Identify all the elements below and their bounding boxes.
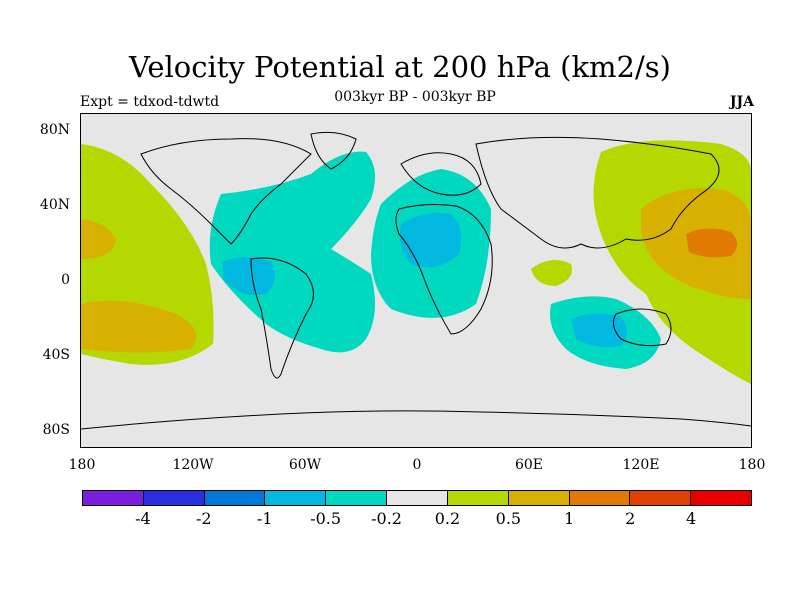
lat-label-40s: 40S [42, 347, 70, 363]
lon-label-60w: 60W [288, 457, 322, 473]
contour-amer-05 [223, 257, 275, 295]
contour-india-05 [531, 260, 572, 286]
map-panel [80, 113, 752, 448]
coast-australia [612, 308, 672, 347]
coast-asia [475, 136, 720, 249]
colorbar-tick-label: 0.5 [495, 509, 522, 528]
contour-epac-1b [81, 300, 196, 353]
coast-north-america [140, 138, 312, 245]
lon-label-0: 0 [412, 457, 422, 473]
colorbar [82, 490, 752, 506]
colorbar-tick-label: -4 [135, 509, 151, 528]
colorbar-cell [265, 491, 327, 505]
colorbar-cell [387, 491, 448, 505]
colorbar-tick-label: -0.5 [310, 509, 342, 528]
coast-antarctica [81, 410, 751, 430]
lon-label-120e: 120E [622, 457, 660, 473]
contour-epac-1a [81, 219, 116, 259]
chart-title: Velocity Potential at 200 hPa (km2/s) [129, 50, 671, 84]
lon-label-60e: 60E [514, 457, 544, 473]
colorbar-cell [204, 491, 266, 505]
colorbar-tick-label: -2 [196, 509, 212, 528]
colorbar-tick-label: -1 [256, 509, 273, 528]
experiment-label: Expt = tdxod-tdwtd [80, 94, 220, 110]
colorbar-cell [630, 491, 692, 505]
lat-label-80s: 80S [42, 422, 70, 438]
lat-label-40n: 40N [39, 197, 70, 213]
colorbar-tick-label: 0.2 [434, 509, 461, 528]
contour-fill-layer [81, 140, 751, 384]
colorbar-cell [143, 491, 205, 505]
chart-subtitle: 003kyr BP - 003kyr BP [334, 89, 496, 105]
contour-afr-05 [399, 212, 462, 268]
lon-label-120w: 120W [172, 457, 214, 473]
colorbar-tick-label: 1 [564, 509, 575, 528]
colorbar-tick-label: -0.2 [371, 509, 402, 528]
lon-label-180w: 180 [68, 457, 96, 473]
coast-south-america [250, 257, 314, 379]
contour-amer-02 [209, 151, 375, 353]
colorbar-cell [569, 491, 631, 505]
colorbar-tick-label: 4 [685, 509, 697, 528]
coast-africa [395, 204, 493, 335]
coast-greenland [310, 131, 357, 170]
colorbar-cell [691, 491, 751, 505]
colorbar-tick-label: 2 [625, 509, 636, 528]
colorbar-cell [326, 491, 388, 505]
map-svg [81, 131, 751, 430]
colorbar-cell [83, 491, 144, 505]
colorbar-cell [508, 491, 570, 505]
lon-label-180e: 180 [738, 457, 766, 473]
colorbar-cell [447, 491, 509, 505]
contour-wpac-2 [686, 228, 737, 258]
lat-label-80n: 80N [39, 122, 70, 138]
coastline-layer [81, 131, 751, 430]
lat-label-0: 0 [61, 272, 70, 288]
coast-europe [400, 152, 482, 196]
season-label: JJA [729, 94, 754, 110]
